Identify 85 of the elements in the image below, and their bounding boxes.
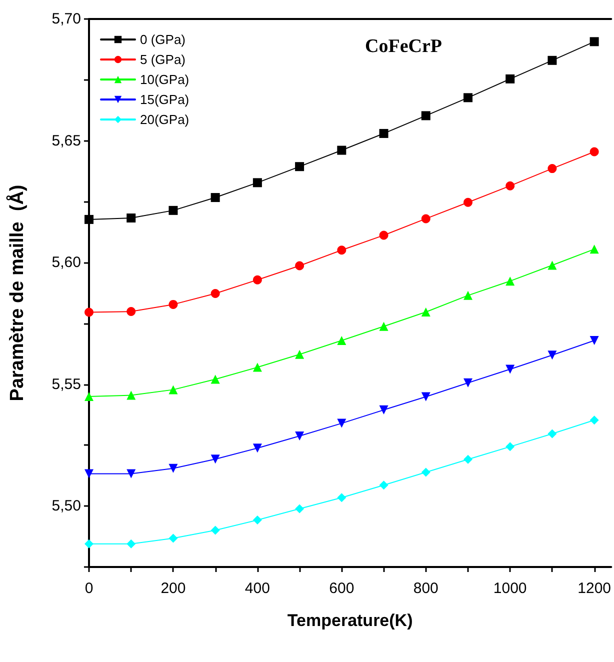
legend-label: 20(GPa) [140,112,190,127]
point [84,539,94,548]
x-tick-label: 1000 [493,580,527,597]
x-tick-label: 600 [329,580,354,597]
point [126,539,136,548]
point [379,322,388,331]
point [463,454,472,464]
point [252,275,262,284]
point [295,162,304,172]
point [590,416,599,425]
y-tick-label: 5,70 [52,10,81,28]
point [337,493,346,502]
point [379,480,388,490]
point [548,350,557,360]
point [168,385,178,394]
point [379,128,388,138]
x-tick-label: 400 [244,580,270,597]
legend-label: 0 (GPa) [140,32,186,47]
point [590,37,599,46]
x-tick-label: 200 [160,580,186,597]
point [210,454,220,464]
point [463,290,472,300]
point [252,178,262,188]
point [506,364,515,374]
point [168,300,178,309]
y-tick-label: 5,60 [52,254,81,272]
point [379,230,388,240]
y-tick-label: 5,50 [52,498,81,515]
point [126,390,136,400]
point [590,336,599,345]
point [210,288,220,298]
point [506,181,515,190]
point [210,374,220,384]
point [548,164,557,174]
x-tick-label: 1200 [578,580,612,597]
point [463,198,472,207]
point [463,378,472,388]
y-tick-label: 5,55 [52,376,81,393]
point [84,308,94,317]
point [295,261,304,270]
point [252,444,262,453]
point [506,276,515,286]
point [210,193,220,202]
point [168,464,178,473]
point [84,214,94,224]
point [168,534,178,543]
x-tick-label: 0 [84,580,94,597]
legend-label: 10(GPa) [140,72,190,87]
point [590,244,599,254]
point [295,504,304,514]
point [126,307,136,316]
point [506,74,515,84]
y-axis-title: Paramètre de maille (Å) [6,184,28,402]
point [337,146,346,155]
y-tick-label: 5,65 [52,132,81,150]
point [295,431,304,440]
point [337,336,346,345]
point [421,307,430,316]
point [168,206,178,215]
text: CoFeCrP [365,36,442,57]
point [126,213,136,222]
x-tick-label: 800 [413,580,438,597]
point [252,362,262,372]
point [84,469,94,478]
legend-label: 5 (GPa) [140,52,186,67]
point [252,515,262,524]
point [548,429,557,438]
point [506,442,515,452]
point [548,260,557,270]
point [126,469,136,478]
point [210,526,220,535]
point [337,246,346,255]
point [421,214,430,224]
legend-label: 15(GPa) [140,92,190,107]
point [421,392,430,402]
point [337,418,346,428]
point [379,405,388,414]
point [590,147,599,156]
point [84,392,94,402]
point [463,93,472,102]
point [421,111,430,120]
point [548,56,557,65]
point [295,350,304,359]
point [421,468,430,477]
x-axis-title: Temperature(K) [287,611,413,630]
